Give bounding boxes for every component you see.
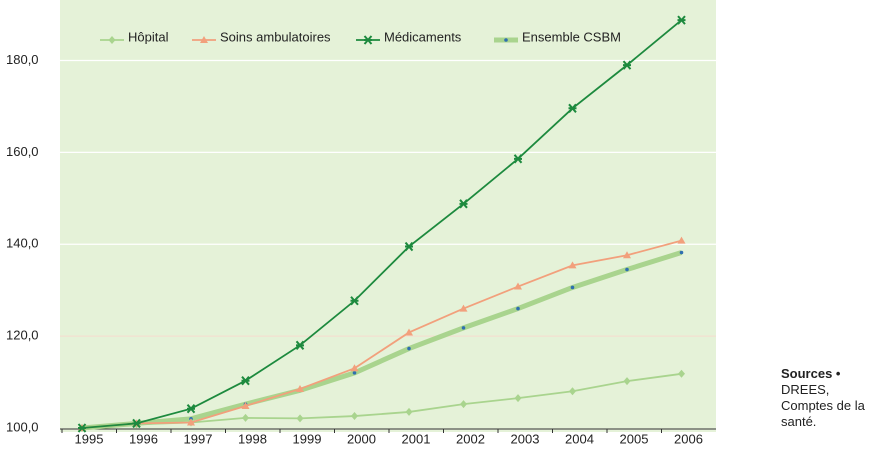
legend-label: Soins ambulatoires <box>220 29 331 44</box>
y-tick-label: 140,0 <box>6 236 39 251</box>
x-tick-label: 2003 <box>511 431 540 446</box>
source-text: DREES, Comptes de la santé. <box>781 382 865 429</box>
marker <box>363 35 373 45</box>
marker <box>678 369 685 378</box>
marker <box>241 401 250 409</box>
marker <box>296 384 304 392</box>
x-tick-label: 2001 <box>402 431 431 446</box>
marker <box>405 407 413 416</box>
y-tick-label: 180,0 <box>6 52 39 67</box>
legend-label: Ensemble CSBM <box>522 29 621 44</box>
marker <box>569 387 576 396</box>
x-tick-label: 2004 <box>565 431 594 446</box>
marker <box>623 251 631 259</box>
x-tick-label: 1996 <box>129 431 158 446</box>
y-tick-label: 160,0 <box>6 144 39 159</box>
marker <box>513 154 523 164</box>
marker <box>187 418 195 426</box>
marker <box>625 267 629 272</box>
x-tick-label: 1995 <box>75 431 104 446</box>
marker <box>296 414 304 423</box>
marker <box>405 328 413 336</box>
series-line <box>81 19 683 429</box>
x-tick-label: 1998 <box>238 431 267 446</box>
marker <box>108 36 116 44</box>
x-tick-label: 1997 <box>184 431 213 446</box>
marker <box>242 413 249 422</box>
legend-label: Médicaments <box>384 29 462 44</box>
marker <box>404 241 414 252</box>
marker <box>241 376 250 386</box>
marker <box>568 261 577 269</box>
marker <box>570 285 575 290</box>
marker <box>514 394 522 403</box>
y-tick-label: 120,0 <box>6 328 39 343</box>
x-tick-label: 2005 <box>620 431 649 446</box>
marker <box>459 304 468 312</box>
marker <box>186 404 196 414</box>
marker <box>77 423 87 433</box>
marker <box>623 377 631 386</box>
marker <box>200 36 208 43</box>
x-tick-label: 1999 <box>293 431 322 446</box>
marker <box>516 306 520 311</box>
x-tick-label: 2006 <box>674 431 703 446</box>
marker <box>132 418 141 429</box>
source-label: Sources • <box>781 366 841 381</box>
marker <box>514 282 522 290</box>
y-tick-label: 100,0 <box>6 419 39 434</box>
marker <box>352 371 357 375</box>
x-tick-label: 2000 <box>347 431 376 446</box>
marker <box>295 340 305 350</box>
marker <box>679 250 684 255</box>
source-note: Sources • DREES, Comptes de la santé. <box>781 366 871 430</box>
x-tick-label: 2002 <box>456 431 485 446</box>
marker <box>677 236 686 244</box>
plot-background <box>60 0 716 432</box>
legend-label: Hôpital <box>128 29 169 44</box>
marker <box>622 60 632 70</box>
marker <box>350 364 359 372</box>
series-line <box>81 239 682 429</box>
marker <box>677 15 686 25</box>
marker <box>460 400 467 409</box>
marker <box>461 326 466 330</box>
marker <box>350 296 359 306</box>
marker <box>568 103 577 113</box>
marker <box>459 199 468 209</box>
marker <box>504 38 508 42</box>
marker <box>351 412 358 421</box>
marker <box>407 346 411 351</box>
series-line <box>81 250 683 431</box>
